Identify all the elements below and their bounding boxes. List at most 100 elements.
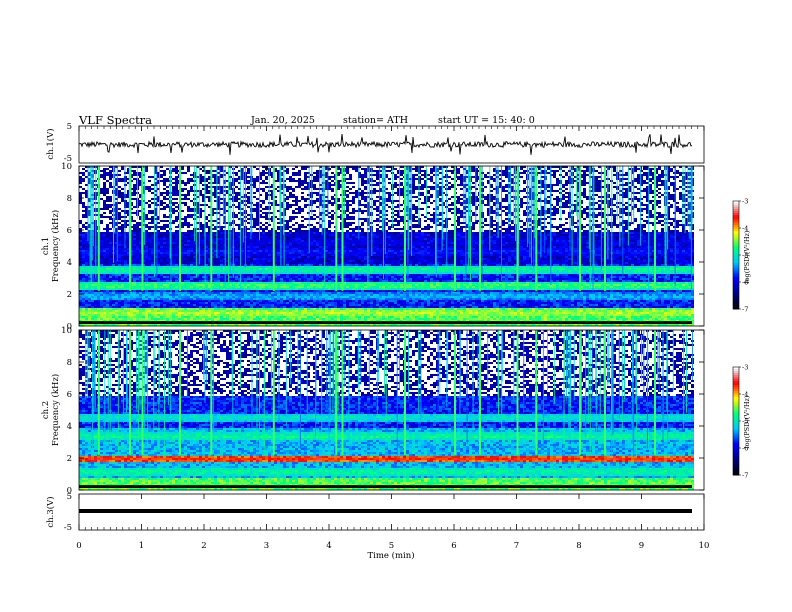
spectrogram-cell — [577, 232, 580, 234]
spectrogram-cell — [559, 238, 562, 240]
spectrogram-cell — [412, 246, 415, 248]
spectrogram-cell — [133, 188, 136, 190]
spectrogram-cell — [643, 182, 646, 184]
spectrogram-cell — [148, 228, 151, 230]
spectrogram-cell — [319, 174, 322, 176]
spectrogram-cell — [223, 202, 226, 204]
spectrogram-cell — [637, 192, 640, 194]
spectrogram-cell — [529, 196, 532, 198]
spectrogram-cell — [145, 230, 148, 232]
spectrogram-cell — [484, 244, 487, 246]
spectrogram-cell — [271, 246, 274, 248]
spectrogram-cell — [181, 182, 184, 184]
spectrogram-cell — [649, 212, 652, 214]
spectrogram-cell — [538, 220, 541, 222]
spectrogram-cell — [139, 228, 142, 230]
spectrogram-cell — [349, 222, 352, 224]
spectrogram-cell — [400, 238, 403, 240]
spectrogram-cell — [400, 236, 403, 238]
spectrogram-cell — [634, 244, 637, 246]
spectrogram-cell — [148, 204, 151, 206]
spectrogram-cell — [211, 238, 214, 240]
spectrogram-cell — [274, 236, 277, 238]
spectrogram-cell — [346, 242, 349, 244]
spectrogram-cell — [670, 238, 673, 240]
spectrogram-cell — [457, 232, 460, 234]
spectrogram-cell — [115, 232, 118, 234]
spectrogram-cell — [499, 174, 502, 176]
spectrogram-cell — [349, 166, 352, 168]
spectrogram-cell — [79, 180, 82, 182]
spectrogram-cell — [163, 216, 166, 218]
spectrogram-cell — [367, 204, 370, 206]
spectrogram-cell — [298, 172, 301, 174]
spectrogram-cell — [82, 232, 85, 234]
spectrogram-cell — [685, 242, 688, 244]
spectrogram-cell — [184, 196, 187, 198]
spectrogram-cell — [88, 238, 91, 240]
spectrogram-cell — [607, 188, 610, 190]
spectrogram-cell — [280, 218, 283, 220]
spectrogram-cell — [205, 238, 208, 240]
spectrogram-cell — [397, 228, 400, 230]
spectrogram-cell — [643, 226, 646, 228]
spectrogram-cell — [421, 178, 424, 180]
spectrogram-cell — [409, 238, 412, 240]
spectrogram-cell — [577, 230, 580, 232]
spectrogram-cell — [223, 180, 226, 182]
spectrogram-cell — [262, 200, 265, 202]
spectrogram-cell — [415, 170, 418, 172]
spectrogram-cell — [271, 184, 274, 186]
spectrogram-cell — [598, 200, 601, 202]
spectrogram-cell — [595, 208, 598, 210]
spectrogram-cell — [259, 188, 262, 190]
spectrogram-cell — [274, 238, 277, 240]
spectrogram-cell — [148, 226, 151, 228]
spectrogram-cell — [337, 174, 340, 176]
spectrogram-cell — [190, 190, 193, 192]
spectrogram-cell — [85, 190, 88, 192]
spectrogram-cell — [538, 210, 541, 212]
spectrogram-cell — [490, 234, 493, 236]
spectrogram-cell — [127, 210, 130, 212]
spectrogram-cell — [262, 216, 265, 218]
spectrogram-cell — [595, 184, 598, 186]
spectrogram-cell — [508, 168, 511, 170]
spectrogram-cell — [643, 224, 646, 226]
spectrogram-cell — [214, 176, 217, 178]
spectrogram-cell — [457, 170, 460, 172]
spectrogram-cell — [154, 166, 157, 168]
spectrogram-cell — [475, 200, 478, 202]
spectrogram-cell — [331, 172, 334, 174]
spectrogram-cell — [304, 166, 307, 168]
spectrogram-cell — [685, 230, 688, 232]
spectrogram-cell — [190, 238, 193, 240]
spectrogram-cell — [256, 236, 259, 238]
spectrogram-cell — [358, 228, 361, 230]
spectrogram-cell — [157, 174, 160, 176]
spectrogram-cell — [295, 222, 298, 224]
spectrogram-cell — [82, 168, 85, 170]
spectrogram-cell — [100, 234, 103, 236]
spectrogram-cell — [88, 226, 91, 228]
spectrogram-cell — [580, 242, 583, 244]
spectrogram-cell — [415, 212, 418, 214]
spectrogram-cell — [685, 224, 688, 226]
spectrogram-cell — [355, 192, 358, 194]
spectrogram-cell — [523, 202, 526, 204]
spectrogram-cell — [298, 242, 301, 244]
spectrogram-cell — [547, 190, 550, 192]
spectrogram-cell — [361, 184, 364, 186]
spectrogram-cell — [436, 240, 439, 242]
spectrogram-cell — [598, 166, 601, 168]
spectrogram-cell — [325, 246, 328, 248]
spectrogram-cell — [100, 236, 103, 238]
spectrogram-cell — [421, 214, 424, 216]
spectrogram-cell — [676, 172, 679, 174]
spectrogram-cell — [430, 218, 433, 220]
spectrogram-cell — [670, 232, 673, 234]
spectrogram-cell — [253, 240, 256, 242]
spectrogram-cell — [460, 242, 463, 244]
spectrogram-cell — [472, 244, 475, 246]
spectrogram-cell — [355, 190, 358, 192]
